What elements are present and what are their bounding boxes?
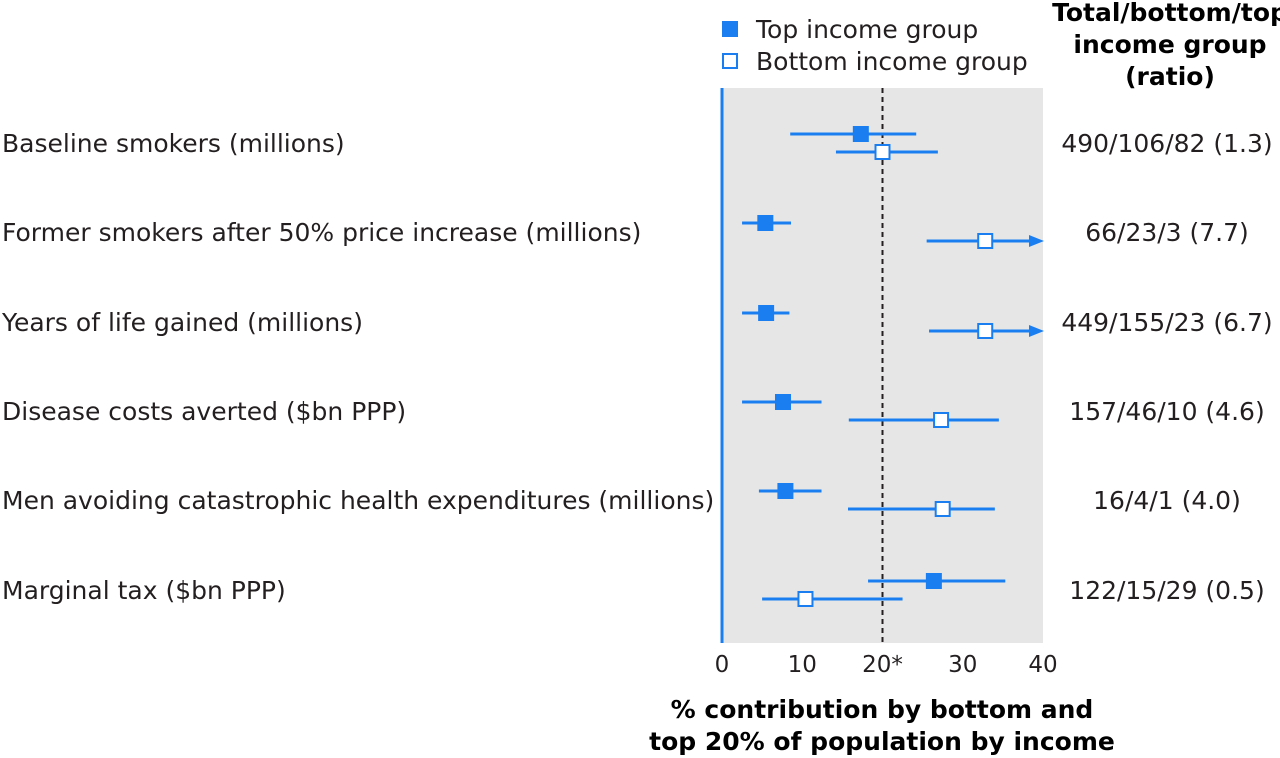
bottom-income-point (797, 591, 814, 607)
x-tick-label: 10 (788, 652, 817, 678)
row-label: Baseline smokers (millions) (2, 129, 345, 158)
row-label: Men avoiding catastrophic health expendi… (2, 486, 714, 515)
x-axis-ticks: 0 10 20* 30 40 (715, 652, 1058, 678)
row-label: Years of life gained (millions) (1, 308, 363, 337)
legend-top-income-label: Top income group (755, 15, 978, 44)
x-tick-label: 40 (1028, 652, 1057, 678)
row-ratio: 66/23/3 (7.7) (1085, 218, 1249, 247)
bottom-income-point (977, 323, 994, 339)
ratio-header-line-1: Total/bottom/top (1052, 0, 1280, 27)
row-5: Men avoiding catastrophic health expendi… (2, 483, 1241, 517)
bottom-income-point (977, 233, 994, 249)
ratio-header-line-3: (ratio) (1125, 62, 1215, 91)
row-3: Years of life gained (millions) 449/155/2… (1, 305, 1273, 339)
ratio-column-header: Total/bottom/top income group (ratio) (1052, 0, 1280, 91)
legend-bottom-income-marker (722, 53, 738, 69)
x-axis-title-line-1: % contribution by bottom and (671, 695, 1094, 724)
x-tick-label: 0 (715, 652, 730, 678)
bottom-income-ci-arrow (1029, 235, 1044, 247)
bottom-income-point (934, 501, 951, 517)
row-ratio: 16/4/1 (4.0) (1093, 486, 1241, 515)
row-ratio: 449/155/23 (6.7) (1061, 308, 1272, 337)
top-income-point (925, 573, 942, 589)
bottom-income-point (874, 144, 891, 160)
legend: Top income group Bottom income group (722, 15, 1028, 76)
x-axis-title-line-2: top 20% of population by income (649, 727, 1115, 756)
row-ratio: 157/46/10 (4.6) (1069, 397, 1264, 426)
data-rows: Baseline smokers (millions) 490/106/82 (1… (1, 126, 1273, 607)
x-axis-title: % contribution by bottom and top 20% of … (649, 695, 1115, 756)
plot-panel (720, 88, 1043, 643)
ratio-header-line-2: income group (1073, 30, 1266, 59)
row-1: Baseline smokers (millions) 490/106/82 (1… (2, 126, 1273, 160)
row-2: Former smokers after 50% price increase … (2, 215, 1249, 249)
bottom-income-point (933, 412, 950, 428)
row-6: Marginal tax ($bn PPP) 122/15/29 (0.5) (2, 573, 1265, 607)
row-label: Disease costs averted ($bn PPP) (2, 397, 406, 426)
row-ratio: 122/15/29 (0.5) (1069, 576, 1264, 605)
row-ratio: 490/106/82 (1.3) (1061, 129, 1272, 158)
x-tick-label: 30 (948, 652, 977, 678)
top-income-point (852, 126, 869, 142)
row-4: Disease costs averted ($bn PPP) 157/46/10… (2, 394, 1265, 428)
top-income-point (777, 483, 794, 499)
row-label: Former smokers after 50% price increase … (2, 218, 641, 247)
x-tick-label: 20* (862, 652, 903, 678)
top-income-point (774, 394, 791, 410)
legend-top-income-marker (722, 21, 738, 37)
row-label: Marginal tax ($bn PPP) (2, 576, 286, 605)
legend-bottom-income-label: Bottom income group (756, 47, 1028, 76)
top-income-point (757, 215, 774, 231)
top-income-point (758, 305, 775, 321)
bottom-income-ci-arrow (1029, 325, 1044, 337)
